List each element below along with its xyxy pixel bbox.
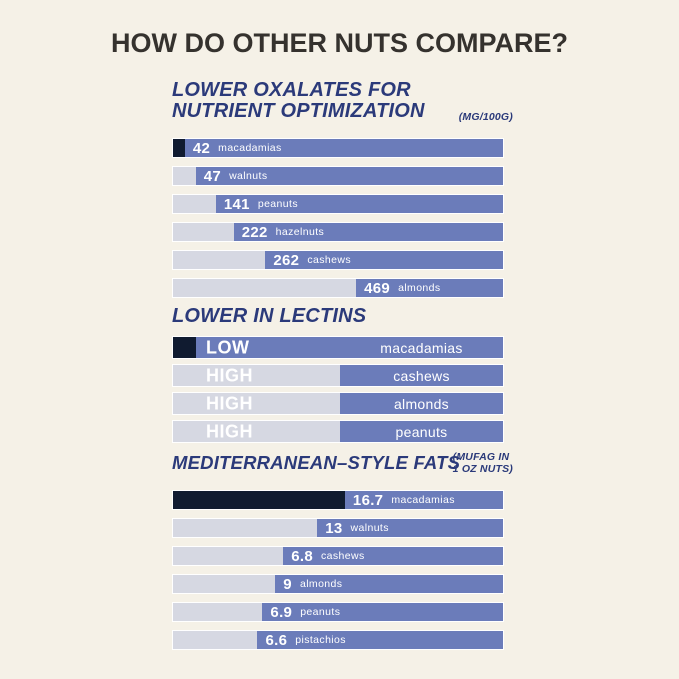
bar-row-almonds: HIGH almonds <box>172 392 504 415</box>
bar-segment <box>173 631 258 649</box>
bar-row-peanuts: 141 peanuts <box>172 194 504 214</box>
bar-row-cashews: 6.8 cashews <box>172 546 504 566</box>
level-label: HIGH <box>206 421 253 441</box>
bar-segment <box>173 603 263 621</box>
bar-segment <box>173 251 266 269</box>
level-label: HIGH <box>206 393 253 413</box>
bar-value: 469 <box>364 279 391 297</box>
bar-row-walnuts: 13 walnuts <box>172 518 504 538</box>
bar-value: 9 <box>283 575 292 593</box>
unit-note-fats: (MUFAG IN 1 OZ NUTS) <box>453 451 513 475</box>
bar-value: 6.9 <box>270 603 293 621</box>
bar-row-almonds: 9 almonds <box>172 574 504 594</box>
bar-value: 6.8 <box>291 547 313 565</box>
bar-label: cashews <box>393 367 450 384</box>
bar-segment <box>173 167 196 185</box>
bar-row-macadamias: LOW macadamias <box>172 336 504 359</box>
bar-segment <box>173 547 284 565</box>
bar-label: pistachios <box>295 634 346 646</box>
bar-value: 262 <box>273 251 300 269</box>
section-heading-lectins: LOWER IN LECTINS <box>172 306 504 327</box>
bar-label: macadamias <box>218 142 282 154</box>
section-heading-line: LOWER IN LECTINS <box>172 305 367 327</box>
bar-segment <box>173 139 185 157</box>
bar-row-peanuts: HIGH peanuts <box>172 420 504 443</box>
bar-row-walnuts: 47 walnuts <box>172 166 504 186</box>
bar-label: macadamias <box>391 494 455 506</box>
bar-segment <box>173 279 357 297</box>
bar-value: 141 <box>223 195 250 213</box>
bar-label: hazelnuts <box>275 226 325 238</box>
bar-label: peanuts <box>395 423 448 440</box>
bar-label: peanuts <box>257 198 298 210</box>
bar-label: cashews <box>307 254 351 266</box>
bar-row-macadamias: 42 macadamias <box>172 138 504 158</box>
bar-segment <box>173 421 340 442</box>
bar-row-macadamias: 16.7 macadamias <box>172 490 504 510</box>
bar-label: almonds <box>299 578 343 590</box>
section-heading-line: MEDITERRANEAN–STYLE FATS <box>172 452 461 473</box>
bar-value: 47 <box>203 167 222 185</box>
bar-segment <box>173 393 340 414</box>
unit-note-line: (MUFAG IN <box>452 451 510 463</box>
bar-row-cashews: 262 cashews <box>172 250 504 270</box>
bar-value: 222 <box>241 223 268 241</box>
bar-value: 6.6 <box>265 631 288 649</box>
bar-row-almonds: 469 almonds <box>172 278 504 298</box>
unit-note-line: 1 OZ NUTS) <box>452 463 513 475</box>
bar-label: almonds <box>393 395 449 412</box>
fats-bar-chart: 16.7 macadamias 13 walnuts 6.8 cashews 9 almond… <box>172 490 504 650</box>
level-label: HIGH <box>206 365 253 385</box>
bar-segment <box>173 519 318 537</box>
bar-value: 16.7 <box>352 491 384 509</box>
bar-segment <box>173 491 345 509</box>
bar-segment <box>173 575 276 593</box>
level-label: LOW <box>206 337 250 357</box>
section-heading-line: LOWER OXALATES FOR <box>172 79 411 101</box>
bar-label: walnuts <box>350 522 389 534</box>
section-heading-line: NUTRIENT OPTIMIZATION <box>172 100 425 122</box>
section-heading-fats: MEDITERRANEAN–STYLE FATS (MUFAG IN 1 OZ … <box>172 451 513 475</box>
lectins-bar-chart: LOW macadamias HIGH cashews HIGH almonds HIGH p… <box>172 336 504 443</box>
bar-segment <box>173 337 196 358</box>
bar-label: macadamias <box>380 339 463 356</box>
bar-label: cashews <box>320 550 365 562</box>
bar-label: almonds <box>398 282 441 294</box>
bar-row-cashews: HIGH cashews <box>172 364 504 387</box>
bar-label: walnuts <box>229 170 268 182</box>
bar-row-pistachios: 6.6 pistachios <box>172 630 504 650</box>
oxalates-bar-chart: 42 macadamias 47 walnuts 141 peanuts 222 hazeln… <box>172 138 504 298</box>
bar-row-hazelnuts: 222 hazelnuts <box>172 222 504 242</box>
page-title: HOW DO OTHER NUTS COMPARE? <box>111 28 568 58</box>
bar-value: 42 <box>192 139 211 157</box>
unit-note-oxalates: (MG/100G) <box>458 111 513 123</box>
bar-segment <box>173 365 340 386</box>
bar-segment <box>173 223 234 241</box>
bar-row-peanuts: 6.9 peanuts <box>172 602 504 622</box>
bar-segment <box>173 195 216 213</box>
bar-value: 13 <box>325 519 343 537</box>
section-heading-oxalates: LOWER OXALATES FOR NUTRIENT OPTIMIZATION… <box>172 79 513 124</box>
bar-label: peanuts <box>300 606 341 618</box>
